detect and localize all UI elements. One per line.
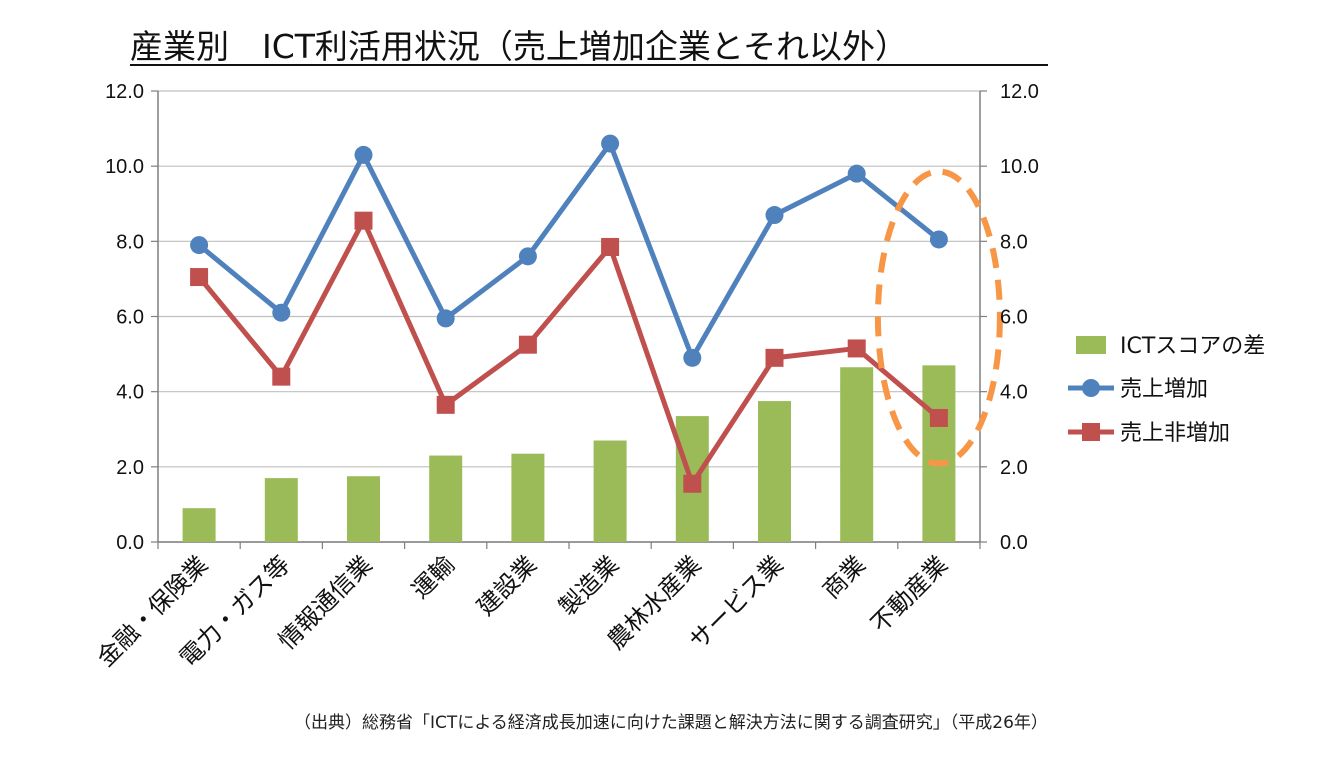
y-tick-label-left: 12.0 [105,81,144,103]
point-marker [354,211,373,230]
y-tick-label-right: 0.0 [1000,532,1028,554]
point-marker [847,164,866,183]
chart-title-text: 産業別 ICT利活用状況（売上増加企業とそれ以外） [130,27,908,66]
y-tick-label-right: 8.0 [1000,231,1028,253]
bar [840,367,874,542]
title-underline [130,64,1048,66]
legend-swatch-bar [1076,336,1106,354]
point-marker [765,348,784,367]
point-marker [354,145,373,164]
point-marker [190,236,209,255]
bar [593,440,627,542]
y-tick-label-right: 4.0 [1000,382,1028,404]
lines-series [190,134,948,493]
highlight-layer [874,168,1003,467]
point-marker [436,395,455,414]
x-category-label: 不動産業 [865,550,953,638]
highlight-ellipse [874,168,1003,467]
x-category-label: 建設業 [471,550,542,621]
point-marker [436,309,455,328]
chart-title: 産業別 ICT利活用状況（売上増加企業とそれ以外） [130,20,1050,68]
point-marker [847,339,866,358]
x-category-label: 運輸 [406,550,460,604]
point-marker [518,247,537,266]
point-marker [765,206,784,225]
chart-area: 0.0 0.0 2.0 2.0 4.0 4.0 6.0 6.0 8.0 8.0 10.0 10.0 12… [92,81,1266,672]
x-category-label: 製造業 [554,550,625,621]
series-line [197,218,941,487]
y-tick-label-right: 12.0 [1000,81,1039,103]
point-marker [601,134,620,153]
y-tick-label-left: 4.0 [116,382,144,404]
point-marker [272,303,291,322]
legend-label: 売上非増加 [1120,421,1230,446]
x-category-label: 商業 [817,550,871,604]
bar [347,476,380,542]
point-marker [190,268,209,287]
point-marker [683,348,702,367]
point-marker [683,474,702,493]
y-tick-label-left: 0.0 [116,532,144,554]
legend-label: 売上増加 [1120,377,1208,402]
bar [758,401,791,542]
legend-marker [1082,379,1100,397]
y-tick-label-left: 10.0 [105,156,144,178]
bar [264,478,298,542]
legend-label: ICTスコアの差 [1120,334,1265,359]
tick-labels: 0.0 0.0 2.0 2.0 4.0 4.0 6.0 6.0 8.0 8.0 10.0 10.0 12… [92,81,1039,672]
y-tick-label-left: 2.0 [116,457,144,479]
point-marker [929,230,948,249]
bar [511,453,545,542]
point-marker [518,335,537,354]
source-note: （出典）総務省「ICTによる経済成長加速に向けた課題と解決方法に関する調査研究」… [294,713,1048,733]
y-tick-label-right: 6.0 [1000,307,1028,329]
point-marker [272,367,291,386]
y-tick-label-right: 10.0 [1000,156,1039,178]
bar [429,455,463,542]
point-marker [601,237,620,256]
y-tick-label-left: 8.0 [116,231,144,253]
bar [182,508,216,542]
series-line [197,141,941,361]
bars-series [182,365,956,542]
y-tick-label-left: 6.0 [116,307,144,329]
legend-marker [1082,423,1100,441]
bar [922,365,956,542]
point-marker [929,408,948,427]
y-tick-label-right: 2.0 [1000,457,1028,479]
